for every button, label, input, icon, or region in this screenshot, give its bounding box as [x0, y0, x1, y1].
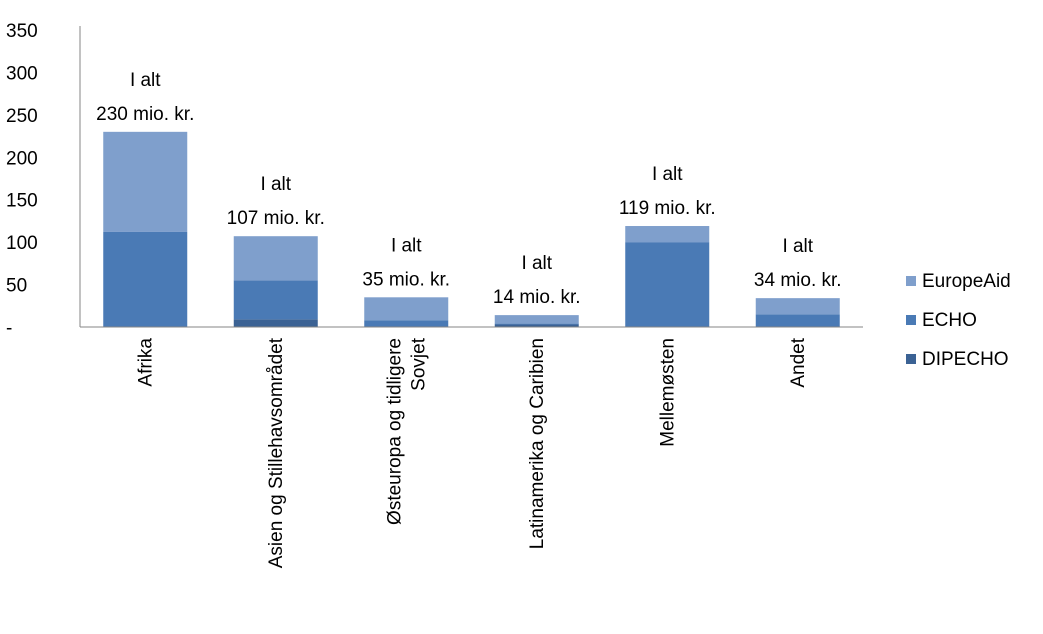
legend-swatch-echo [906, 315, 916, 325]
legend-label-europeaid: EuropeAid [922, 271, 1011, 292]
category-label: Andet [788, 337, 809, 387]
total-label: 35 mio. kr. [362, 269, 450, 290]
total-label: I alt [130, 70, 161, 91]
bar-segment-europeaid [625, 226, 710, 243]
total-label: I alt [521, 253, 552, 274]
bar-segment-dipecho [233, 319, 318, 327]
category-label-line: Østeuropa og tidligere [384, 338, 405, 525]
total-label: 230 mio. kr. [96, 104, 194, 125]
legend-swatch-dipecho [906, 354, 916, 364]
y-tick-label: 350 [6, 21, 38, 42]
bar-segment-echo [494, 323, 579, 325]
bar-segment-europeaid [364, 297, 449, 321]
legend-label-echo: ECHO [922, 310, 977, 331]
bar-segment-echo [755, 314, 840, 327]
y-tick-label: - [6, 318, 12, 339]
total-label: I alt [391, 235, 422, 256]
total-label: 34 mio. kr. [754, 270, 842, 291]
category-label: Afrika [135, 338, 156, 387]
total-label: 119 mio. kr. [619, 198, 716, 219]
y-tick-label: 250 [6, 106, 38, 127]
category-label: Mellemøsten [657, 338, 678, 447]
total-label: I alt [652, 164, 683, 185]
total-label: I alt [782, 236, 813, 257]
y-tick-label: 300 [6, 63, 38, 84]
total-label: 14 mio. kr. [493, 287, 581, 308]
total-label: I alt [260, 174, 291, 195]
y-axis: - 50 100 150 200 250 300 350 [6, 21, 81, 339]
legend: EuropeAid ECHO DIPECHO [906, 271, 1011, 370]
total-label: 107 mio. kr. [227, 208, 325, 229]
bar-segment-echo [625, 242, 710, 327]
bar-segment-dipecho [494, 324, 579, 327]
x-axis: Afrika Asien og Stillehavsområdet Østeurop… [80, 326, 863, 568]
bar-segment-europeaid [755, 298, 840, 315]
category-label-line: Afrika [135, 338, 156, 387]
bar-segment-europeaid [494, 315, 579, 324]
category-label: Latinamerika og Caribien [527, 338, 548, 549]
category-label: Asien og Stillehavsområdet [266, 337, 287, 568]
category-label-line: Latinamerika og Caribien [527, 338, 548, 549]
category-label-line: Sovjet [408, 337, 429, 391]
bar-segment-europeaid [103, 131, 188, 232]
bars [103, 131, 840, 327]
bar-segment-europeaid [233, 236, 318, 281]
legend-swatch-europeaid [906, 276, 916, 286]
category-label-line: Andet [788, 337, 809, 387]
category-label: Østeuropa og tidligere Sovjet [384, 337, 429, 525]
category-label-line: Asien og Stillehavsområdet [266, 337, 287, 568]
bar-segment-echo [364, 320, 449, 327]
category-label-line: Mellemøsten [657, 338, 678, 447]
y-tick-label: 50 [6, 276, 27, 297]
legend-label-dipecho: DIPECHO [922, 349, 1009, 370]
y-tick-label: 150 [6, 191, 38, 212]
bar-segment-echo [103, 231, 188, 327]
y-tick-label: 200 [6, 148, 38, 169]
bar-segment-echo [233, 280, 318, 320]
total-labels: I alt 230 mio. kr. I alt 107 mio. kr. I alt 3… [96, 70, 841, 308]
y-tick-label: 100 [6, 233, 38, 254]
